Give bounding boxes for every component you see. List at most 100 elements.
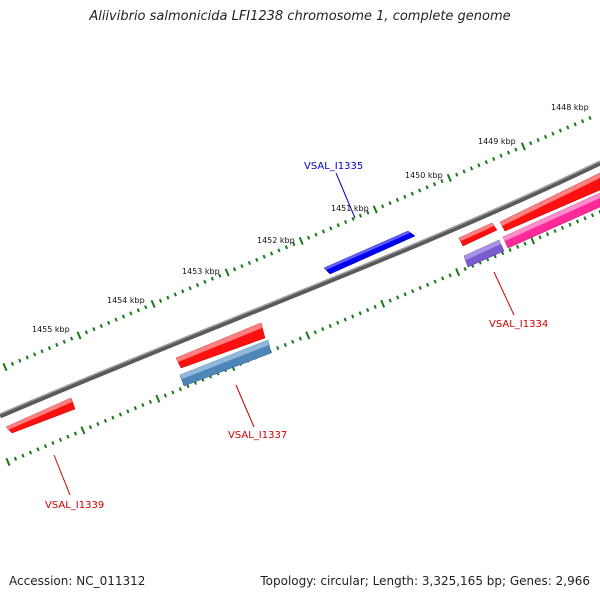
scale-label-1450: 1450 kbp xyxy=(405,171,443,180)
inner-tick-43 xyxy=(328,323,332,328)
gene-middle-red[interactable] xyxy=(175,322,266,369)
chromosome-backbone-highlight xyxy=(0,160,600,415)
inner-tick-19 xyxy=(148,399,153,404)
outer-tick-37 xyxy=(277,248,281,253)
inner-tick-4 xyxy=(36,447,40,452)
outer-tick-39 xyxy=(292,242,296,247)
outer-tick-53 xyxy=(395,197,400,202)
outer-tick-13 xyxy=(99,323,103,329)
inner-tick-55 xyxy=(418,285,422,290)
outer-tick-45 xyxy=(336,223,340,228)
outer-tick-1 xyxy=(10,361,15,366)
scale-label-1452: 1452 kbp xyxy=(257,236,295,245)
outer-tick-29 xyxy=(218,273,222,278)
inner-tick-58 xyxy=(441,276,445,281)
outer-tick-33 xyxy=(247,260,251,266)
scale-ticks-outer xyxy=(2,115,592,372)
inner-tick-8 xyxy=(66,434,70,439)
inner-tick-23 xyxy=(178,387,182,392)
leader-line-vsal-i1334 xyxy=(493,271,515,316)
outer-tick-75 xyxy=(558,128,563,133)
outer-tick-73 xyxy=(543,134,548,139)
scale-label-1454: 1454 kbp xyxy=(107,296,145,305)
outer-tick-26 xyxy=(195,283,200,288)
outer-tick-20 xyxy=(150,299,156,309)
outer-tick-9 xyxy=(70,336,74,341)
inner-tick-9 xyxy=(73,431,78,436)
inner-tick-52 xyxy=(396,295,400,300)
inner-tick-42 xyxy=(321,327,325,332)
gene-upper-right-pink[interactable] xyxy=(502,192,600,249)
inner-tick-46 xyxy=(351,314,355,319)
chromosome-backbone xyxy=(0,160,600,419)
outer-tick-21 xyxy=(158,298,163,303)
gene-label-vsal-i1339[interactable]: VSAL_I1339 xyxy=(45,500,104,511)
outer-tick-49 xyxy=(366,210,370,215)
inner-tick-6 xyxy=(51,440,55,446)
outer-tick-5 xyxy=(40,349,44,354)
outer-tick-30 xyxy=(224,268,230,277)
inner-tick-59 xyxy=(448,273,452,278)
outer-tick-79 xyxy=(588,115,592,121)
outer-tick-8 xyxy=(62,339,66,344)
gene-label-vsal-i1337[interactable]: VSAL_I1337 xyxy=(228,430,287,441)
gene-label-vsal-i1335[interactable]: VSAL_I1335 xyxy=(304,161,363,172)
gene-vsal-i1334[interactable] xyxy=(463,239,505,268)
outer-tick-63 xyxy=(469,166,474,171)
outer-tick-65 xyxy=(484,160,488,165)
inner-tick-36 xyxy=(276,346,280,351)
leader-line-vsal-i1339 xyxy=(53,454,71,496)
inner-tick-73 xyxy=(553,228,557,234)
outer-tick-61 xyxy=(455,172,459,177)
inner-tick-60 xyxy=(455,268,461,277)
outer-tick-59 xyxy=(440,178,444,184)
outer-tick-12 xyxy=(92,327,96,332)
outer-tick-68 xyxy=(506,150,511,155)
outer-tick-16 xyxy=(121,314,126,319)
outer-tick-27 xyxy=(203,279,207,284)
scale-label-1448: 1448 kbp xyxy=(551,103,589,112)
outer-tick-10 xyxy=(76,331,82,340)
map-title: Aliivibrio salmonicida LFI1238 chromosom… xyxy=(89,9,511,24)
outer-tick-35 xyxy=(262,254,266,259)
outer-tick-71 xyxy=(529,141,533,146)
outer-tick-38 xyxy=(284,245,289,250)
inner-tick-17 xyxy=(133,406,138,411)
outer-tick-72 xyxy=(536,138,540,143)
outer-tick-57 xyxy=(425,185,429,190)
gene-vsal-i1337[interactable] xyxy=(179,339,272,387)
outer-tick-48 xyxy=(358,213,363,218)
outer-tick-67 xyxy=(499,153,503,158)
inner-tick-71 xyxy=(538,235,542,240)
scale-label-1455: 1455 kbp xyxy=(32,325,70,334)
inner-tick-22 xyxy=(171,390,175,395)
inner-tick-10 xyxy=(80,426,86,435)
inner-tick-0 xyxy=(5,457,11,467)
inner-tick-68 xyxy=(515,244,520,249)
gene-vsal-i1339[interactable] xyxy=(5,397,76,434)
outer-tick-66 xyxy=(492,156,496,162)
outer-tick-54 xyxy=(403,194,407,199)
outer-tick-77 xyxy=(573,122,577,127)
outer-tick-69 xyxy=(514,147,518,152)
inner-tick-38 xyxy=(291,339,295,344)
outer-tick-43 xyxy=(321,229,326,234)
outer-tick-34 xyxy=(255,257,259,262)
outer-tick-55 xyxy=(410,191,414,196)
gene-vsal-i1335[interactable] xyxy=(323,230,416,275)
inner-tick-5 xyxy=(43,444,48,449)
gene-label-vsal-i1334[interactable]: VSAL_I1334 xyxy=(489,319,548,330)
inner-tick-40 xyxy=(305,331,311,340)
outer-tick-15 xyxy=(114,317,118,322)
inner-tick-76 xyxy=(575,219,580,224)
gene-upper-right-red-large[interactable] xyxy=(499,172,600,232)
genome-summary-text: Topology: circular; Length: 3,325,165 bp… xyxy=(260,574,590,588)
accession-text: Accession: NC_011312 xyxy=(9,574,146,588)
gene-upper-right-red-small[interactable] xyxy=(458,222,498,247)
inner-tick-51 xyxy=(388,298,392,303)
outer-tick-58 xyxy=(432,182,437,187)
outer-tick-25 xyxy=(188,286,192,291)
inner-tick-21 xyxy=(163,393,167,398)
outer-tick-6 xyxy=(47,346,52,351)
